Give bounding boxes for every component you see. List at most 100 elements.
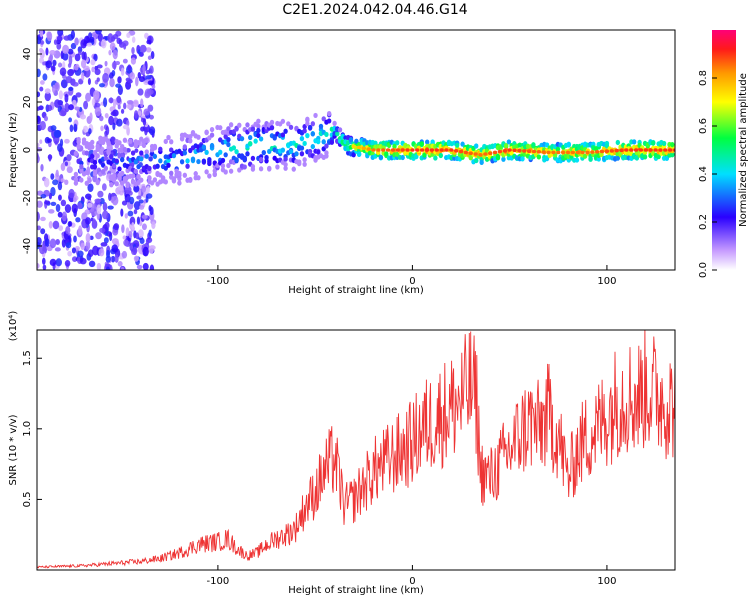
spectrogram-noise-mark — [39, 120, 46, 131]
spectrogram-noise-mark — [144, 127, 148, 136]
spectrogram-noise-mark — [64, 102, 70, 113]
spectrogram-noise-mark — [145, 69, 151, 75]
spectrogram-noise-mark — [90, 59, 96, 66]
spectrogram-ridge-mark — [422, 152, 427, 158]
spectrogram-noise-mark — [110, 255, 116, 263]
spectrogram-noise-mark — [48, 209, 55, 214]
spectrogram-ridge-mark — [661, 140, 667, 147]
spectrogram-ridge-mark — [103, 136, 109, 142]
spectrogram-noise-mark — [80, 242, 85, 251]
spectrogram-noise-mark — [104, 113, 109, 119]
spectrogram-noise-mark — [151, 221, 156, 230]
spectrogram-ridge-mark — [100, 139, 106, 146]
spectrogram-noise-mark — [142, 118, 147, 126]
spectrogram-noise-mark — [65, 75, 73, 84]
spectrogram-noise-mark — [89, 235, 94, 241]
spectrogram-noise-mark — [54, 99, 61, 108]
spectrogram-noise-mark — [137, 229, 144, 238]
spectrogram-ridge-mark — [474, 143, 479, 149]
spectrogram-core-mark — [638, 148, 644, 152]
spectrogram-core-mark — [444, 148, 449, 152]
spectrogram-ridge-mark — [136, 173, 141, 180]
spectrogram-ridge-mark — [234, 149, 239, 155]
spectrogram-ridge-mark — [111, 177, 117, 183]
spectrogram-y-tick-label: -20 — [22, 190, 33, 206]
spectrogram-noise-mark — [40, 80, 45, 85]
spectrogram-noise-mark — [37, 68, 41, 78]
spectrogram-noise-mark — [123, 239, 129, 247]
spectrogram-noise-mark — [43, 177, 50, 188]
spectrogram-noise-mark — [59, 67, 67, 76]
colorbar-tick-label: 0.8 — [698, 70, 709, 86]
spectrogram-noise-mark — [53, 39, 58, 45]
spectrogram-noise-mark — [68, 104, 74, 111]
spectrogram-ridge-mark — [90, 153, 95, 159]
spectrogram-ridge-mark — [599, 151, 604, 158]
spectrogram-noise-mark — [68, 117, 72, 123]
spectrogram-ridge-mark — [133, 159, 139, 165]
spectrogram-noise-mark — [51, 84, 56, 94]
spectrogram-ridge-mark — [158, 158, 163, 164]
spectrogram-noise-mark — [97, 190, 104, 198]
spectrogram-ridge-mark — [302, 140, 307, 147]
spectrogram-core-mark — [629, 148, 634, 152]
spectrogram-ridge-mark — [294, 151, 299, 157]
spectrogram-noise-mark — [73, 235, 77, 243]
spectrogram-noise-mark — [37, 211, 40, 222]
spectrogram-ridge-mark — [288, 148, 294, 155]
spectrogram-core-mark — [488, 151, 493, 155]
spectrogram-noise-mark — [104, 60, 108, 67]
spectrogram-noise-mark — [121, 250, 128, 259]
spectrogram-ridge-mark — [256, 123, 261, 129]
spectrogram-noise-mark — [72, 197, 77, 203]
spectrogram-ridge-mark — [656, 154, 661, 160]
colorbar-tick-label: 0.0 — [698, 262, 709, 278]
spectrogram-noise-mark — [68, 86, 74, 91]
spectrogram-ridge-mark — [419, 141, 424, 147]
spectrogram-noise-mark — [124, 213, 128, 219]
spectrogram-noise-mark — [58, 225, 64, 232]
spectrogram-ridge-mark — [223, 152, 228, 158]
spectrogram-noise-mark — [50, 201, 57, 207]
spectrogram-noise-mark — [71, 203, 78, 214]
spectrogram-noise-mark — [145, 193, 153, 199]
spectrogram-ridge-mark — [250, 155, 256, 161]
spectrogram-noise-mark — [52, 220, 60, 230]
spectrogram-core-mark — [531, 149, 537, 154]
spectrogram-core-mark — [492, 150, 498, 155]
spectrogram-noise-mark — [74, 53, 81, 62]
spectrogram-ridge-mark — [316, 139, 321, 145]
colorbar: 0.0 0.2 0.4 0.6 0.8 Normalized spectral ampl… — [698, 30, 749, 278]
spectrogram-core-mark — [502, 149, 508, 153]
spectrogram-ridge-mark — [152, 153, 158, 160]
spectrogram-noise-mark — [133, 184, 140, 193]
spectrogram-noise-mark — [55, 238, 60, 246]
spectrogram-core-mark — [415, 148, 420, 152]
spectrogram-noise-mark — [41, 257, 46, 265]
spectrogram-ridge-mark — [139, 177, 144, 183]
spectrogram-noise-mark — [103, 237, 109, 244]
spectrogram-noise-mark — [107, 205, 114, 210]
spectrogram-ridge-mark — [163, 138, 168, 145]
spectrogram-noise-mark — [87, 78, 91, 86]
spectrogram-core-mark — [478, 153, 483, 157]
spectrogram-ridge-mark — [207, 173, 212, 179]
spectrogram-noise-mark — [58, 90, 63, 100]
spectrogram-ridge-mark — [136, 139, 141, 146]
spectrogram-ridge-mark — [171, 177, 177, 184]
spectrogram-noise-mark — [85, 217, 91, 225]
spectrogram-core-mark — [614, 148, 619, 153]
spectrogram-noise-mark — [131, 36, 136, 44]
spectrogram-ridge-mark — [166, 134, 171, 141]
spectrogram-ridge-mark — [275, 164, 280, 170]
spectrogram-ridge-mark — [242, 164, 247, 170]
spectrogram-noise-mark — [95, 30, 102, 35]
spectrogram-noise-mark — [127, 64, 132, 71]
spectrogram-noise-mark — [50, 65, 56, 72]
spectrogram-ridge-mark — [130, 150, 136, 156]
spectrogram-noise-mark — [81, 72, 85, 81]
snr-y-tick-label: 1.5 — [22, 350, 33, 366]
spectrogram-ridge-mark — [310, 143, 316, 150]
spectrogram-noise-mark — [127, 210, 134, 217]
